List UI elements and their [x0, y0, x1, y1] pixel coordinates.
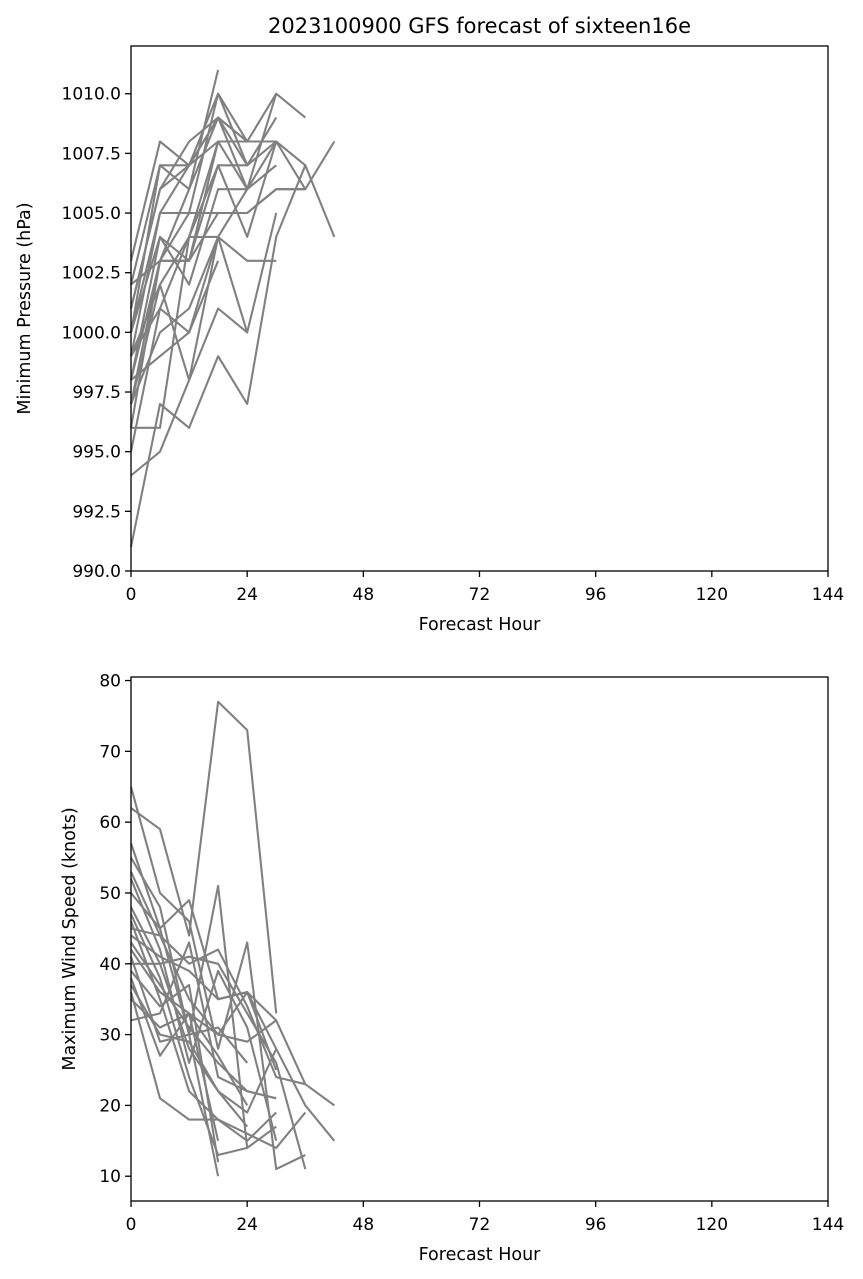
pressure-y-tick-label: 1005.0: [62, 204, 121, 224]
wind-series-line: [130, 956, 249, 1064]
wind-series-line: [130, 934, 335, 1107]
pressure-y-tick-label: 995.0: [72, 443, 121, 463]
wind-series-line: [129, 991, 307, 1149]
pressure-series-line: [130, 140, 278, 405]
pressure-x-tick-label: 24: [236, 585, 258, 605]
wind-series-line: [130, 878, 278, 1142]
wind-series-line: [130, 913, 248, 1157]
pressure-panel: 0 24 48 72 96 120 144 990.0 992.5 995.0 997.5 1000…: [15, 14, 844, 635]
wind-y-ticks: 10 20 30 40 50 60 70 80: [99, 672, 131, 1187]
pressure-series-line: [129, 164, 277, 381]
wind-series-line: [129, 786, 306, 1171]
wind-x-tick-label: 72: [469, 1215, 491, 1235]
pressure-y-tick-label: 990.0: [72, 562, 121, 582]
pressure-x-tick-label: 96: [585, 585, 607, 605]
wind-y-tick-label: 80: [99, 672, 121, 692]
wind-tracks: [129, 700, 336, 1177]
pressure-y-ticks: 990.0 992.5 995.0 997.5 1000.0 1002.5 1005.0 10…: [62, 85, 131, 582]
wind-x-tick-label: 48: [353, 1215, 375, 1235]
wind-series-line: [130, 984, 278, 1114]
wind-x-tick-label: 96: [585, 1215, 607, 1235]
pressure-y-tick-label: 992.5: [72, 502, 121, 522]
chart-title: 2023100900 GFS forecast of sixteen16e: [268, 14, 691, 38]
pressure-x-axis-label: Forecast Hour: [419, 615, 542, 635]
pressure-y-tick-label: 1010.0: [62, 85, 121, 105]
wind-series-line: [130, 906, 249, 1128]
pressure-x-tick-label: 120: [696, 585, 728, 605]
wind-y-tick-label: 10: [99, 1167, 121, 1187]
pressure-y-tick-label: 997.5: [72, 383, 121, 403]
pressure-series-line: [129, 164, 307, 548]
wind-x-axis-label: Forecast Hour: [419, 1245, 542, 1265]
pressure-x-tick-label: 144: [812, 585, 844, 605]
wind-panel: 0 24 48 72 96 120 144 10 20 30 40 50 60 70 80 Forecas…: [60, 672, 844, 1265]
wind-series-line: [130, 941, 277, 1100]
wind-y-axis-label: Maximum Wind Speed (knots): [60, 807, 80, 1070]
wind-x-tick-label: 0: [126, 1215, 137, 1235]
pressure-y-tick-label: 1007.5: [62, 144, 121, 164]
wind-y-tick-label: 40: [99, 955, 121, 975]
pressure-y-axis-label: Minimum Pressure (hPa): [15, 202, 35, 414]
pressure-y-tick-label: 1002.5: [62, 264, 121, 284]
pressure-x-ticks: 0 24 48 72 96 120 144: [126, 571, 844, 605]
wind-y-tick-label: 70: [99, 742, 121, 762]
wind-y-tick-label: 30: [99, 1026, 121, 1046]
pressure-tracks: [129, 69, 336, 548]
wind-series-line: [130, 927, 306, 1086]
pressure-x-tick-label: 48: [353, 585, 375, 605]
wind-y-tick-label: 50: [99, 884, 121, 904]
wind-x-ticks: 0 24 48 72 96 120 144: [126, 1201, 844, 1235]
wind-y-tick-label: 60: [99, 813, 121, 833]
pressure-x-tick-label: 0: [126, 585, 137, 605]
wind-series-line: [130, 700, 278, 1014]
pressure-series-line: [130, 141, 278, 357]
wind-x-tick-label: 144: [812, 1215, 844, 1235]
wind-y-tick-label: 20: [99, 1096, 121, 1116]
pressure-series-line: [130, 260, 220, 381]
wind-series-line: [131, 955, 307, 1170]
wind-series-line: [130, 970, 220, 1163]
wind-x-tick-label: 24: [236, 1215, 258, 1235]
pressure-x-tick-label: 72: [469, 585, 491, 605]
pressure-y-tick-label: 1000.0: [62, 323, 121, 343]
pressure-series-line: [129, 235, 277, 452]
wind-series-line: [130, 941, 248, 1092]
wind-x-tick-label: 120: [696, 1215, 728, 1235]
pressure-series-line: [129, 116, 277, 405]
pressure-series-line: [130, 92, 249, 286]
pressure-series-line: [129, 93, 278, 309]
pressure-series-line: [129, 188, 306, 357]
wind-series-line: [130, 977, 277, 1057]
